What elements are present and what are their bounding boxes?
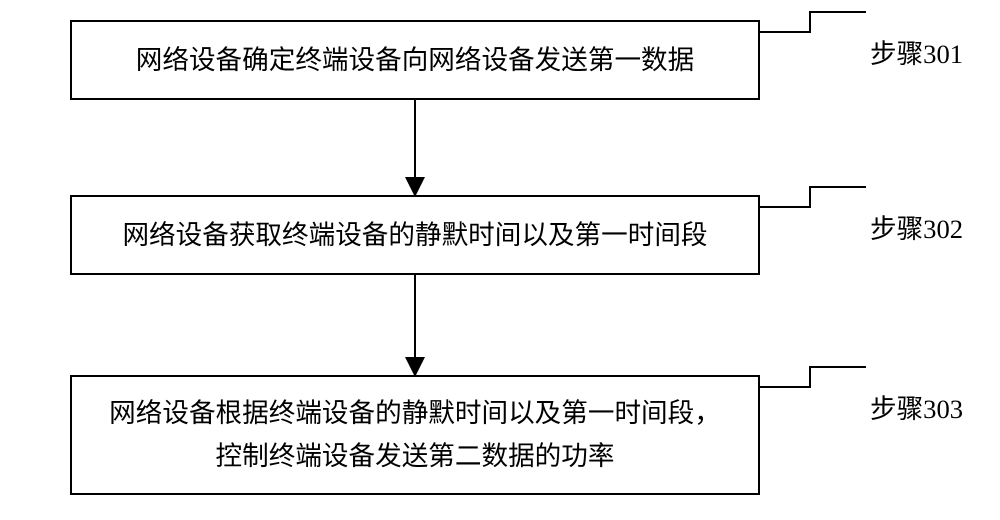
- step-label-302-text: 步骤302: [870, 214, 963, 244]
- flowchart-canvas: 网络设备确定终端设备向网络设备发送第一数据 网络设备获取终端设备的静默时间以及第…: [0, 0, 1000, 520]
- step-label-303: 步骤303: [870, 387, 963, 426]
- flow-step-2: 网络设备获取终端设备的静默时间以及第一时间段: [70, 195, 760, 275]
- step-label-301: 步骤301: [870, 32, 963, 71]
- flow-step-1: 网络设备确定终端设备向网络设备发送第一数据: [70, 20, 760, 100]
- flow-step-1-text: 网络设备确定终端设备向网络设备发送第一数据: [136, 39, 694, 82]
- step-label-302: 步骤302: [870, 207, 963, 246]
- flow-step-3-text: 网络设备根据终端设备的静默时间以及第一时间段，控制终端设备发送第二数据的功率: [109, 392, 721, 477]
- flow-step-3: 网络设备根据终端设备的静默时间以及第一时间段，控制终端设备发送第二数据的功率: [70, 375, 760, 495]
- step-label-301-text: 步骤301: [870, 39, 963, 69]
- step-label-303-text: 步骤303: [870, 394, 963, 424]
- flow-step-2-text: 网络设备获取终端设备的静默时间以及第一时间段: [122, 214, 707, 257]
